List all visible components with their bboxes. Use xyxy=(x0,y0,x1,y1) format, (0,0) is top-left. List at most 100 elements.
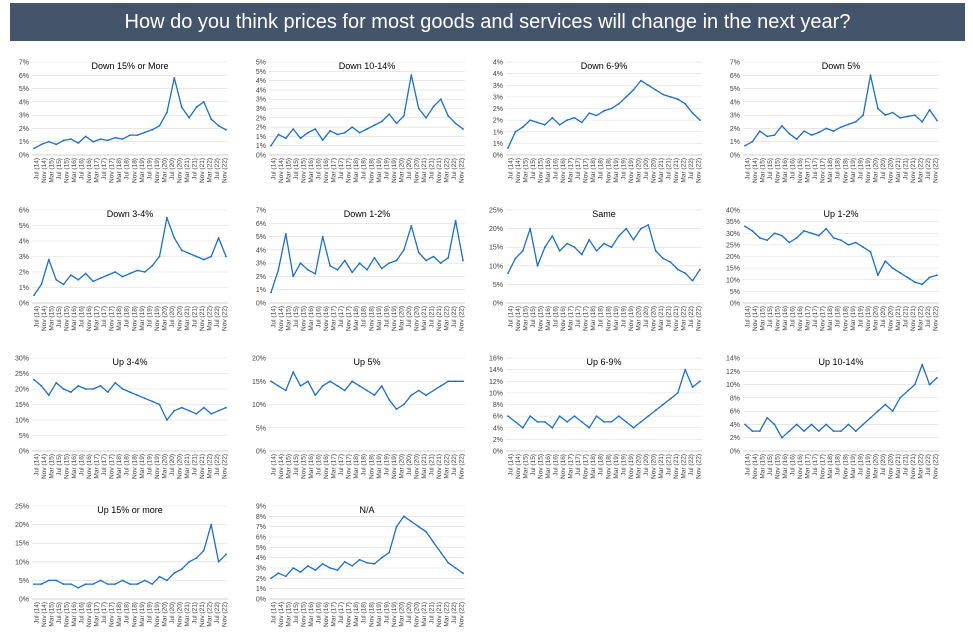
data-point xyxy=(106,139,109,142)
x-tick-label: Nov (18) xyxy=(605,306,612,331)
x-tick-label: Jul (19) xyxy=(146,158,153,180)
y-tick-label: 8% xyxy=(493,402,503,409)
data-point xyxy=(913,281,916,283)
data-point xyxy=(225,128,227,131)
x-tick-label: Nov (21) xyxy=(199,306,206,331)
data-point xyxy=(121,275,124,278)
x-tick-label: Nov (21) xyxy=(436,602,443,627)
data-point xyxy=(188,252,191,255)
data-point xyxy=(62,283,65,286)
data-point xyxy=(832,130,835,132)
x-tick-label: Mar (16) xyxy=(71,602,78,627)
x-tick-label: Nov (19) xyxy=(154,454,161,479)
x-tick-label: Nov (22) xyxy=(222,454,229,479)
data-point xyxy=(603,242,605,245)
x-tick-label: Nov (17) xyxy=(346,454,353,479)
x-tick-label: Mar (20) xyxy=(398,158,405,183)
data-point xyxy=(610,421,613,423)
data-point xyxy=(669,96,672,98)
x-tick-label: Nov (19) xyxy=(391,158,398,183)
data-point xyxy=(699,119,701,121)
data-point xyxy=(832,237,835,239)
data-point xyxy=(551,426,554,429)
x-tick-label: Jul (22) xyxy=(214,454,221,476)
x-tick-label: Jul (16) xyxy=(79,602,86,624)
x-tick-label: Jul (19) xyxy=(383,158,390,180)
x-tick-label: Mar (18) xyxy=(827,306,834,331)
x-tick-label: Jul (14) xyxy=(508,158,515,180)
data-point xyxy=(284,137,287,140)
data-point xyxy=(40,385,43,387)
x-tick-label: Jul (16) xyxy=(316,158,323,180)
x-tick-label: Nov (20) xyxy=(176,454,183,479)
data-point xyxy=(684,368,687,371)
x-tick-label: Nov (22) xyxy=(222,158,229,183)
data-point xyxy=(788,241,791,244)
data-point xyxy=(40,143,43,146)
data-point xyxy=(558,123,561,126)
chart-title: Down 6-9% xyxy=(581,61,628,71)
x-tick-label: Jul (19) xyxy=(146,602,153,624)
x-tick-label: Nov (16) xyxy=(323,158,330,183)
y-tick-label: 5% xyxy=(256,69,266,76)
x-tick-label: Mar (16) xyxy=(71,158,78,183)
x-tick-label: Mar (18) xyxy=(116,602,123,627)
x-tick-label: Jul (16) xyxy=(790,158,797,180)
y-tick-label: 6% xyxy=(19,73,29,80)
page-title: How do you think prices for most goods a… xyxy=(124,10,851,33)
data-point xyxy=(62,388,65,390)
data-point xyxy=(307,565,309,567)
data-point xyxy=(766,416,769,419)
x-tick-label: Nov (22) xyxy=(933,454,940,479)
data-point xyxy=(136,269,139,272)
x-tick-label: Mar (15) xyxy=(286,454,293,479)
x-tick-label: Mar (16) xyxy=(782,306,789,331)
y-tick-label: 0% xyxy=(19,449,29,456)
data-point xyxy=(507,415,509,417)
data-point xyxy=(751,430,754,432)
data-point xyxy=(336,569,339,571)
data-point xyxy=(840,239,842,242)
data-point xyxy=(373,394,376,397)
x-tick-label: Nov (19) xyxy=(391,454,398,479)
x-tick-label: Jul (20) xyxy=(643,158,650,180)
data-point xyxy=(417,525,420,528)
y-tick-label: 25% xyxy=(15,504,29,511)
data-point xyxy=(403,515,405,518)
data-point xyxy=(795,423,798,426)
chart-panel-down-1-2: Down 1-2% 0% 1% 2% 3% 4% 5% 6% 7% Jul (14) Nov (14… xyxy=(239,200,469,348)
data-point xyxy=(432,255,435,258)
data-point xyxy=(380,120,383,123)
y-tick-label: 0% xyxy=(256,153,266,160)
data-point xyxy=(521,126,524,128)
x-tick-label: Jul (15) xyxy=(767,454,774,476)
x-tick-label: Jul (14) xyxy=(34,454,41,476)
x-tick-label: Nov (14) xyxy=(41,158,48,183)
data-point xyxy=(544,246,546,249)
data-point xyxy=(55,381,58,384)
data-point xyxy=(33,378,35,381)
x-tick-label: Jul (18) xyxy=(124,454,131,476)
x-tick-label: Mar (15) xyxy=(49,602,56,627)
x-tick-label: Nov (18) xyxy=(605,158,612,183)
x-tick-label: Mar (15) xyxy=(760,454,767,479)
data-point xyxy=(158,575,161,578)
x-tick-label: Jul (20) xyxy=(406,306,413,328)
x-tick-label: Jul (21) xyxy=(191,306,198,328)
y-tick-label: 7% xyxy=(256,524,266,531)
data-point xyxy=(62,583,65,585)
x-tick-label: Mar (19) xyxy=(376,602,383,627)
data-point xyxy=(462,259,464,262)
x-tick-label: Mar (21) xyxy=(895,306,902,331)
chart-panel-up-3-4: Up 3-4% 0% 5% 10% 15% 20% 25% 30% Jul (14) Nov (1… xyxy=(2,348,232,496)
x-tick-label: Nov (19) xyxy=(391,306,398,331)
x-tick-label: Nov (22) xyxy=(696,454,703,479)
data-point xyxy=(106,583,109,585)
data-point xyxy=(395,525,398,528)
y-tick-label: 20% xyxy=(15,522,29,529)
data-point xyxy=(129,583,131,585)
y-tick-label: 1% xyxy=(19,139,29,146)
data-point xyxy=(654,409,657,412)
data-point xyxy=(55,278,58,281)
x-tick-label: Nov (17) xyxy=(109,454,116,479)
